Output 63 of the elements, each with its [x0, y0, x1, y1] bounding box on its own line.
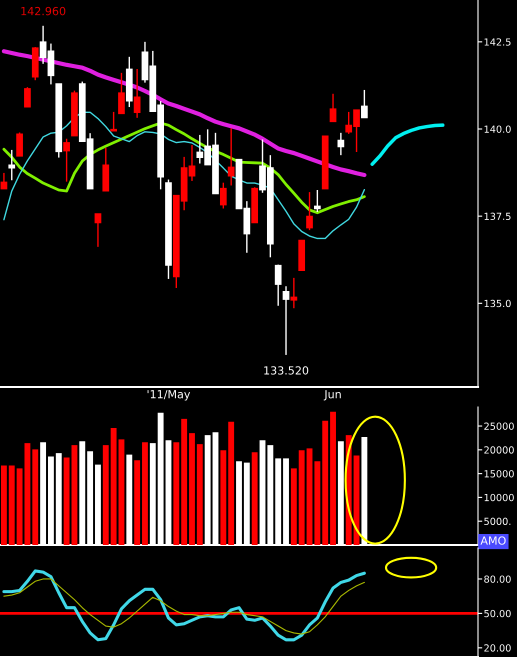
candlestick	[134, 68, 140, 119]
y-tick-label: 80.00	[484, 575, 511, 583]
candlestick	[220, 182, 227, 210]
bar	[64, 457, 70, 545]
bar	[134, 460, 140, 545]
x-tick-label: Jun	[324, 390, 341, 400]
candlestick	[361, 89, 368, 119]
bar	[110, 428, 117, 545]
candlestick	[118, 72, 125, 114]
bar	[118, 439, 124, 545]
y-tick-label: 15000	[484, 470, 514, 478]
bar	[252, 452, 258, 545]
candlestick	[330, 93, 336, 122]
candlestick	[94, 213, 102, 248]
bar	[0, 466, 7, 545]
candlestick	[290, 277, 298, 309]
y-tick-label: 140.0	[484, 125, 511, 133]
bar	[330, 412, 336, 545]
y-tick-label: 25000	[484, 422, 514, 430]
candlestick	[0, 172, 8, 190]
candlestick	[306, 191, 313, 231]
candlestick	[24, 86, 31, 108]
y-tick-label: 50.00	[484, 610, 511, 618]
bar	[298, 450, 305, 545]
bar	[8, 466, 15, 545]
bar	[196, 444, 203, 545]
line-series	[2, 569, 366, 642]
y-tick-label: 142.5	[484, 38, 511, 46]
bar	[189, 433, 195, 545]
y-tick-label: 10000	[484, 494, 514, 502]
x-tick-label: '11/May	[148, 390, 190, 401]
annotation: 142.960	[21, 6, 66, 16]
y-tick-label: 135.0	[484, 300, 511, 308]
candlestick	[274, 264, 282, 306]
bar	[16, 468, 23, 545]
line-series	[2, 49, 366, 178]
bar	[306, 448, 312, 545]
y-tick-label: 5000.	[484, 518, 510, 526]
candlestick	[63, 138, 70, 182]
y-tick-label: 20000	[484, 446, 514, 454]
bar	[102, 445, 109, 545]
bar	[32, 449, 38, 545]
bar	[322, 420, 328, 545]
line-series	[3, 578, 365, 635]
candlestick	[228, 128, 235, 186]
candlestick	[16, 132, 23, 157]
annotation: 133.520	[264, 366, 308, 375]
y-tick-label: 137.5	[484, 212, 511, 220]
bar	[314, 461, 320, 545]
bar	[142, 442, 148, 545]
candlestick	[110, 111, 117, 132]
bar	[290, 468, 297, 545]
candlestick	[314, 189, 321, 213]
bar	[72, 445, 78, 545]
candlestick	[282, 286, 290, 356]
bar	[354, 456, 360, 545]
line-series	[370, 123, 444, 166]
candlestick	[338, 132, 344, 156]
text: AMO	[480, 536, 506, 545]
bar	[24, 443, 30, 545]
y-tick-label: 20.00	[484, 644, 511, 652]
candlestick	[8, 149, 16, 181]
line-series	[3, 112, 366, 240]
